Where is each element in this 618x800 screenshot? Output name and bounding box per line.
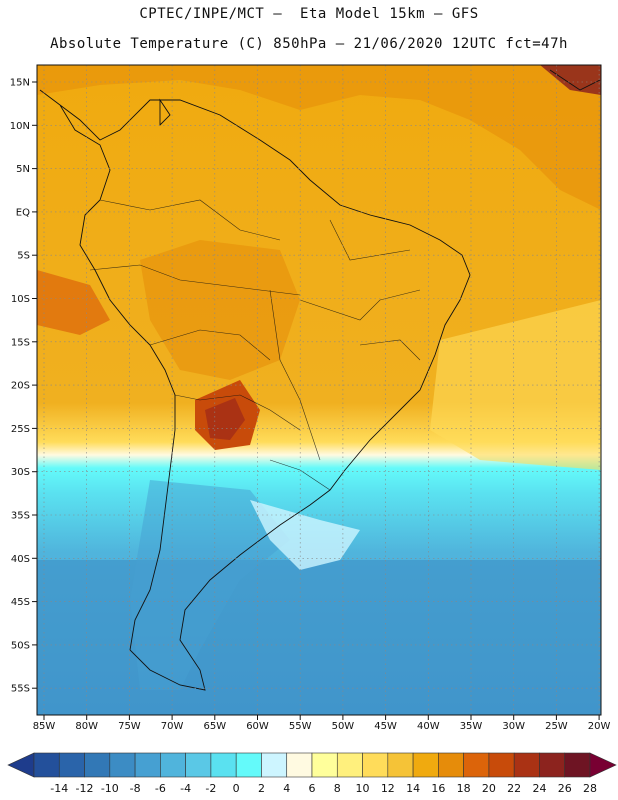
colorbar-swatch: [564, 752, 591, 778]
map-frame: [36, 64, 602, 716]
colorbar-value: 6: [309, 782, 316, 795]
chart-title: CPTEC/INPE/MCT – Eta Model 15km – GFS: [139, 6, 479, 22]
lon-label: 75W: [118, 721, 141, 732]
graticule: [32, 65, 601, 720]
coastline: [39, 69, 601, 691]
colorbar-value: 22: [507, 782, 521, 795]
colorbar-swatch: [336, 752, 363, 778]
colorbar-value: -4: [180, 782, 191, 795]
colorbar-labels: -14 -12 -10 -8 -6 -4 -2 0 2 4 6 8 10 12 14 16 18 20 22 24 26…: [50, 782, 597, 795]
lon-label: 25W: [545, 721, 568, 732]
lon-label: 20W: [588, 721, 611, 732]
colorbar-value: -8: [130, 782, 141, 795]
lat-label: 25S: [11, 424, 30, 435]
colorbar-swatch: [33, 752, 60, 778]
colorbar-swatch: [210, 752, 237, 778]
political-borders: [89, 199, 421, 491]
lat-label: EQ: [16, 207, 30, 218]
colorbar-value: 10: [356, 782, 370, 795]
colorbar-swatch: [160, 752, 186, 778]
colorbar-swatch: [185, 752, 212, 778]
colorbar-low-arrow: [7, 752, 35, 778]
lon-label: 35W: [460, 721, 483, 732]
colorbar-high-arrow: [589, 752, 617, 778]
lat-label: 15N: [10, 78, 30, 89]
lon-label: 45W: [374, 721, 397, 732]
colorbar-value: 16: [431, 782, 445, 795]
colorbar-swatch: [134, 752, 161, 778]
lat-label: 10S: [11, 294, 30, 305]
colorbar-value: -14: [50, 782, 68, 795]
colorbar-swatch: [488, 752, 515, 778]
lat-label: 10N: [10, 121, 30, 132]
colorbar-swatch: [311, 752, 338, 778]
colorbar-value: -2: [205, 782, 216, 795]
colorbar-swatch: [84, 752, 111, 778]
colorbar-value: 12: [381, 782, 395, 795]
colorbar-value: 14: [406, 782, 420, 795]
colorbar-swatch: [412, 752, 439, 778]
lat-label: 40S: [11, 554, 30, 565]
lat-label: 5N: [16, 164, 30, 175]
colorbar-value: 4: [283, 782, 290, 795]
colorbar-swatch: [58, 752, 85, 778]
colorbar-value: 28: [583, 782, 597, 795]
colorbar-value: 8: [334, 782, 341, 795]
lat-label: 50S: [11, 640, 30, 651]
colorbar-swatch: [235, 752, 262, 778]
colorbar: [7, 752, 617, 778]
colorbar-swatch: [261, 752, 288, 778]
colorbar-swatch: [109, 752, 136, 778]
lon-label: 55W: [289, 721, 312, 732]
colorbar-value: 26: [558, 782, 572, 795]
longitude-labels: 85W 80W 75W 70W 65W 60W 55W 50W 45W 40W 35W 30W 25W 2…: [33, 721, 611, 732]
lon-label: 80W: [75, 721, 98, 732]
colorbar-value: 0: [233, 782, 240, 795]
lat-label: 55S: [11, 684, 30, 695]
colorbar-value: 18: [457, 782, 471, 795]
lon-label: 60W: [246, 721, 269, 732]
colorbar-value: 2: [258, 782, 265, 795]
lat-label: 35S: [11, 511, 30, 522]
lat-label: 15S: [11, 337, 30, 348]
colorbar-value: -6: [155, 782, 166, 795]
lat-label: 20S: [11, 381, 30, 392]
colorbar-swatch: [387, 752, 414, 778]
colorbar-swatch: [463, 752, 490, 778]
temperature-field: [37, 65, 601, 715]
colorbar-swatch: [539, 752, 566, 778]
lon-label: 85W: [33, 721, 56, 732]
lat-label: 5S: [17, 251, 30, 262]
latitude-labels: 15N 10N 5N EQ 5S 10S 15S 20S 25S 30S 35S 40S 45S 50S 5…: [10, 78, 30, 695]
colorbar-value: 20: [482, 782, 496, 795]
colorbar-swatch: [438, 752, 464, 778]
colorbar-value: -10: [101, 782, 119, 795]
lat-label: 45S: [11, 597, 30, 608]
colorbar-swatch: [286, 752, 313, 778]
lon-label: 40W: [417, 721, 440, 732]
colorbar-swatch: [513, 752, 540, 778]
colorbar-value: -12: [76, 782, 94, 795]
lat-label: 30S: [11, 467, 30, 478]
lon-label: 65W: [203, 721, 226, 732]
lon-label: 50W: [332, 721, 355, 732]
lon-label: 30W: [502, 721, 525, 732]
lon-label: 70W: [161, 721, 184, 732]
colorbar-value: 24: [532, 782, 546, 795]
chart-subtitle: Absolute Temperature (C) 850hPa – 21/06/…: [50, 36, 568, 52]
colorbar-swatch: [362, 752, 389, 778]
